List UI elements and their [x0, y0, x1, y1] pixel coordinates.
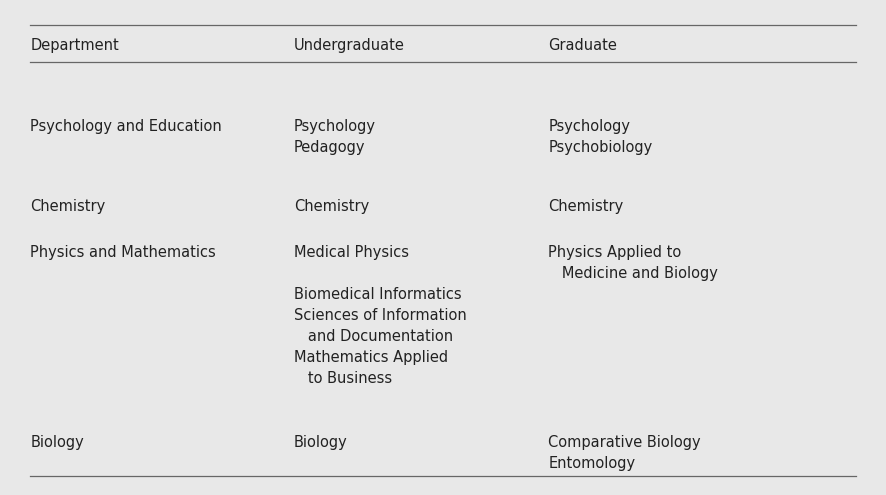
- Text: Medical Physics

Biomedical Informatics
Sciences of Information
   and Documenta: Medical Physics Biomedical Informatics S…: [294, 245, 467, 386]
- Text: Physics Applied to
   Medicine and Biology: Physics Applied to Medicine and Biology: [548, 245, 719, 281]
- Text: Biology: Biology: [294, 435, 347, 450]
- Text: Psychology and Education: Psychology and Education: [30, 118, 222, 134]
- Text: Psychology
Psychobiology: Psychology Psychobiology: [548, 118, 653, 154]
- Text: Psychology
Pedagogy: Psychology Pedagogy: [294, 118, 376, 154]
- Text: Chemistry: Chemistry: [294, 199, 369, 214]
- Text: Biology: Biology: [30, 435, 84, 450]
- Text: Department: Department: [30, 38, 120, 53]
- Text: Graduate: Graduate: [548, 38, 618, 53]
- Text: Physics and Mathematics: Physics and Mathematics: [30, 245, 216, 260]
- Text: Undergraduate: Undergraduate: [294, 38, 405, 53]
- Text: Chemistry: Chemistry: [30, 199, 105, 214]
- Text: Chemistry: Chemistry: [548, 199, 624, 214]
- Text: Comparative Biology
Entomology: Comparative Biology Entomology: [548, 435, 701, 471]
